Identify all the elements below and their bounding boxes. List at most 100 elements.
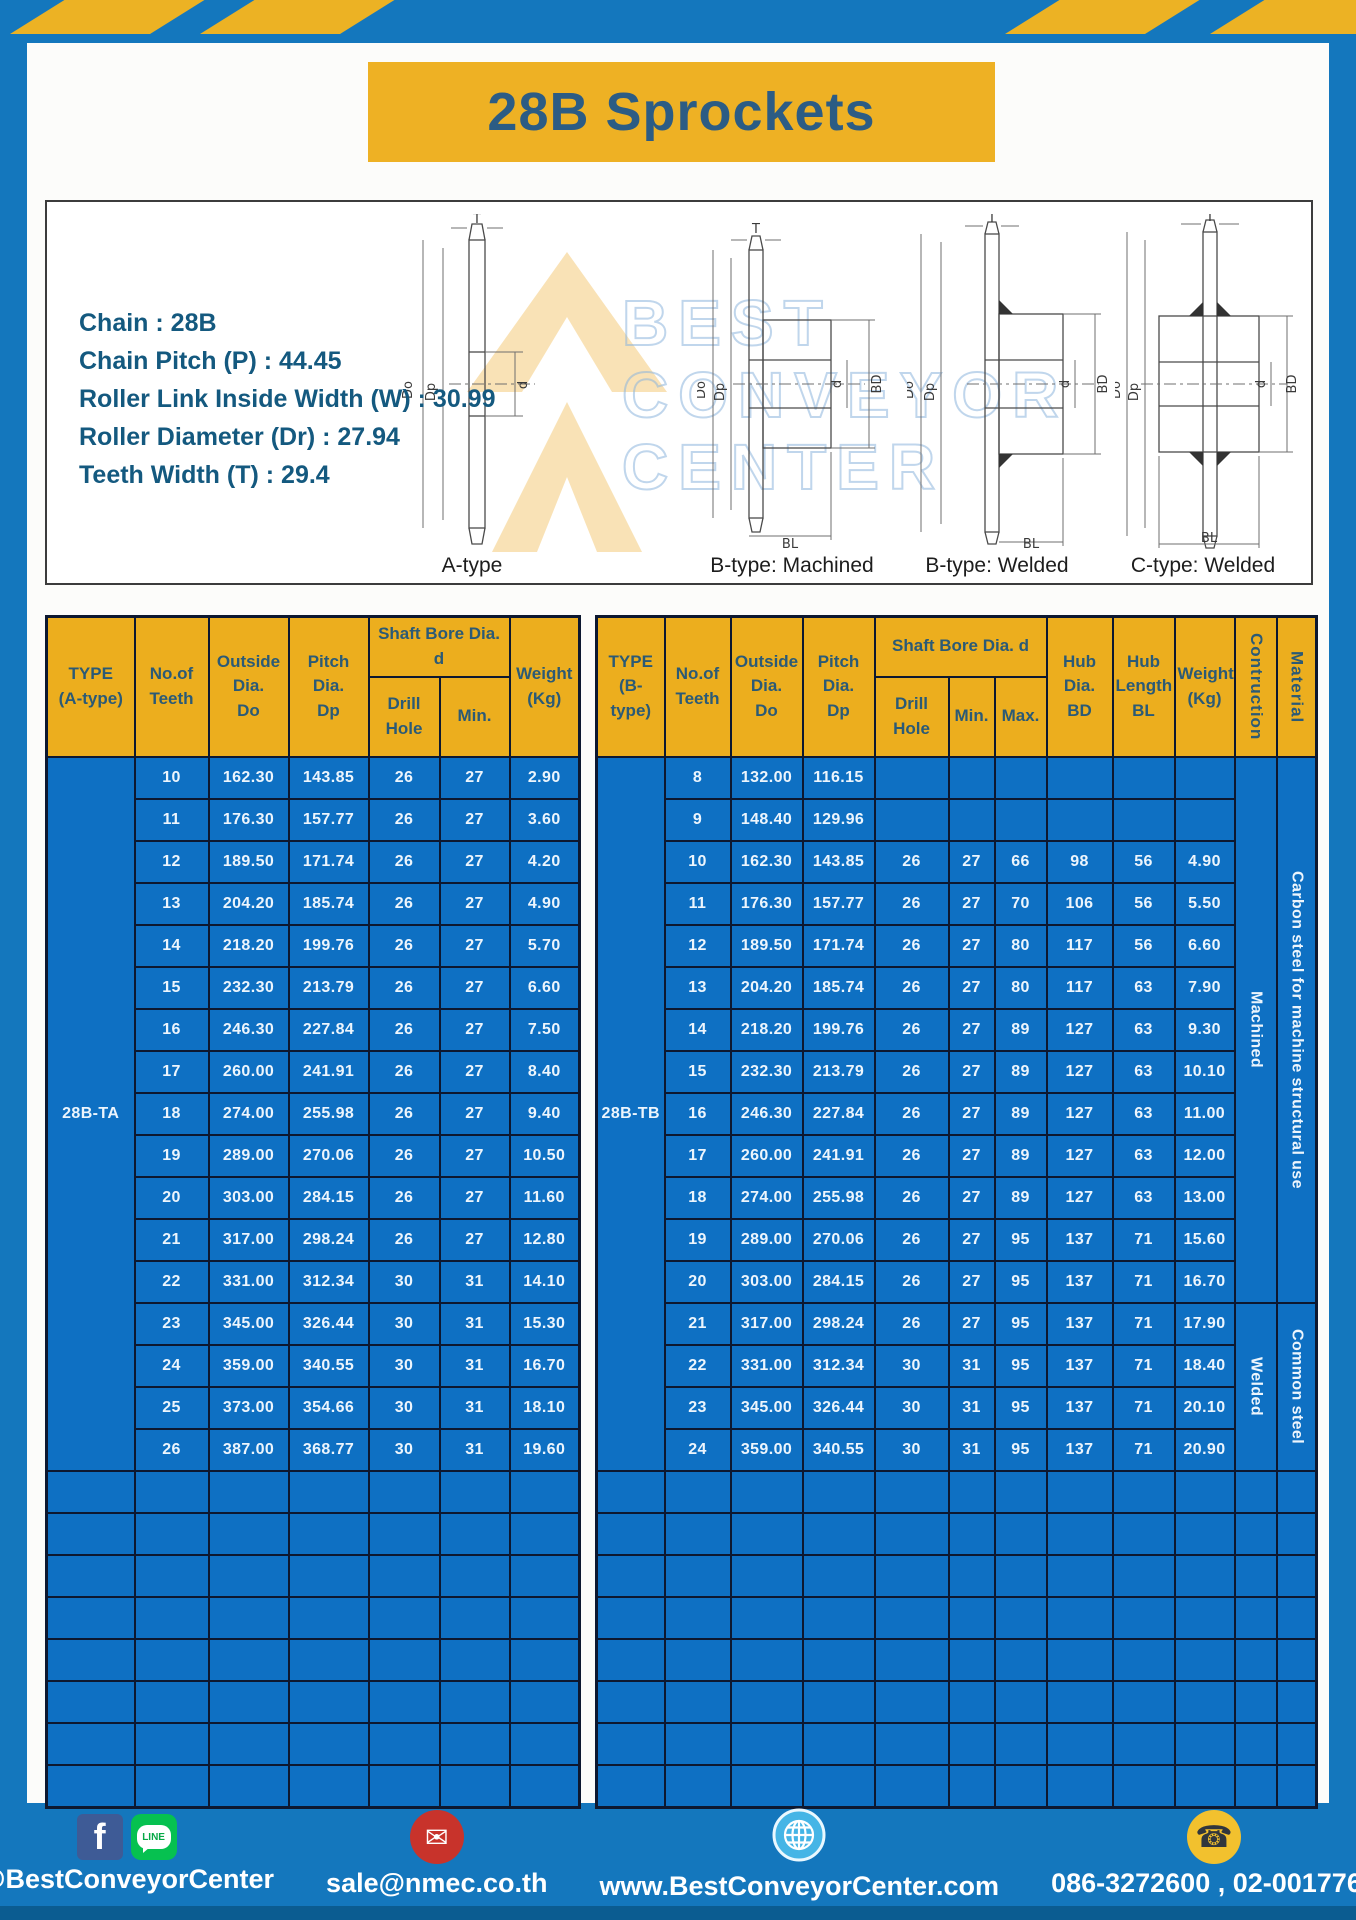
table-cell: 24 — [663, 1427, 732, 1472]
table-cell: 95 — [993, 1427, 1048, 1472]
empty-cell — [993, 1553, 1048, 1598]
empty-cell — [801, 1637, 876, 1682]
empty-table-row — [45, 1469, 581, 1514]
table-cell: 30 — [367, 1427, 441, 1472]
table-cell: 171.74 — [287, 839, 370, 884]
empty-cell — [133, 1469, 210, 1514]
table-cell: 10 — [663, 839, 732, 884]
table-cell: 176.30 — [729, 881, 804, 926]
col-header-hub-length: Hub Length BL — [1111, 615, 1176, 758]
table-cell: 3.60 — [508, 797, 581, 842]
table-cell: 27 — [947, 923, 996, 968]
table-cell: 22 — [133, 1259, 210, 1304]
empty-cell — [873, 1511, 950, 1556]
line-bubble: LINE — [136, 1825, 171, 1849]
table-cell: 27 — [947, 839, 996, 884]
table-cell: 27 — [438, 839, 511, 884]
table-row: 12 189.50 171.74 26 27 4.20 — [47, 839, 581, 884]
empty-cell — [1173, 1721, 1236, 1766]
diagram-panel: BEST CONVEYOR CENTER Chain : 28B Chain P… — [45, 200, 1313, 585]
table-row: 10 162.30 143.85 26 27 66 98 56 4.90 — [597, 839, 1317, 884]
table-cell: 30 — [367, 1301, 441, 1346]
col-header-hub-dia: Hub Dia. BD — [1045, 615, 1114, 758]
table-cell: 16.70 — [508, 1343, 581, 1388]
empty-cell — [1233, 1469, 1278, 1514]
table-cell: 157.77 — [287, 797, 370, 842]
empty-table-row — [595, 1721, 1318, 1766]
decorative-stripe — [10, 0, 205, 34]
table-cell: 246.30 — [207, 1007, 290, 1052]
table-cell: 26 — [873, 923, 950, 968]
empty-cell — [133, 1637, 210, 1682]
table-cell: 26 — [873, 1175, 950, 1220]
empty-cell — [1233, 1763, 1278, 1808]
empty-cell — [801, 1679, 876, 1724]
table-cell: 66 — [993, 839, 1048, 884]
table-cell: 10.50 — [508, 1133, 581, 1178]
empty-cell — [1111, 1511, 1176, 1556]
table-cell: 11 — [663, 881, 732, 926]
table-row: 26 387.00 368.77 30 31 19.60 — [47, 1427, 581, 1472]
empty-cell — [947, 1637, 996, 1682]
table-cell: 232.30 — [207, 965, 290, 1010]
empty-cell — [287, 1721, 370, 1766]
watermark-text: BEST CONVEYOR CENTER — [621, 286, 1068, 504]
table-cell: 199.76 — [801, 1007, 876, 1052]
empty-cell — [801, 1511, 876, 1556]
empty-cell — [1275, 1469, 1318, 1514]
dim-bd-label: BD — [870, 375, 885, 394]
empty-table-row — [595, 1763, 1318, 1808]
table-row: 23 345.00 326.44 30 31 15.30 — [47, 1301, 581, 1346]
table-cell: 11 — [133, 797, 210, 842]
empty-cell — [207, 1553, 290, 1598]
table-cell: 26 — [873, 1259, 950, 1304]
empty-cell — [1111, 1469, 1176, 1514]
dim-dp-label: Dp — [1127, 383, 1142, 401]
table-cell: 30 — [873, 1385, 950, 1430]
empty-cell — [508, 1679, 581, 1724]
table-cell: 4.20 — [508, 839, 581, 884]
table-cell: 31 — [438, 1385, 511, 1430]
empty-cell — [508, 1469, 581, 1514]
table-cell: 10 — [133, 755, 210, 800]
empty-cell — [133, 1553, 210, 1598]
dim-dp-label: Dp — [923, 383, 938, 401]
table-row: 11 176.30 157.77 26 27 70 106 56 5.50 — [597, 881, 1317, 926]
table-row: 15 232.30 213.79 26 27 89 127 63 10.10 — [597, 1049, 1317, 1094]
table-cell: 340.55 — [801, 1427, 876, 1472]
table-row: 23 345.00 326.44 30 31 95 137 71 20.10 — [597, 1385, 1317, 1430]
table-cell: 27 — [438, 1133, 511, 1178]
table-cell: 137 — [1045, 1385, 1114, 1430]
caption-b-type-machined: B-type: Machined — [710, 554, 874, 577]
table-row: 28B-TB 8 132.00 116.15 Machined Carbon steel … — [595, 755, 1318, 1472]
table-cell: 26 — [367, 839, 441, 884]
table-cell: 14 — [663, 1007, 732, 1052]
table-cell: 20 — [663, 1259, 732, 1304]
empty-cell — [947, 1511, 996, 1556]
empty-cell — [1045, 1511, 1114, 1556]
empty-cell — [873, 1469, 950, 1514]
empty-cell — [663, 1553, 732, 1598]
table-cell: 18.10 — [508, 1385, 581, 1430]
table-row: 16 246.30 227.84 26 27 89 127 63 11.00 — [597, 1091, 1317, 1136]
table-cell: 26 — [133, 1427, 210, 1472]
table-cell: 27 — [947, 1007, 996, 1052]
table-row: 17 260.00 241.91 26 27 8.40 — [47, 1049, 581, 1094]
empty-cell — [438, 1763, 511, 1808]
empty-cell — [1111, 1679, 1176, 1724]
empty-table-row — [45, 1595, 581, 1640]
table-cell: 331.00 — [729, 1343, 804, 1388]
table-cell: 80 — [993, 965, 1048, 1010]
table-cell: 137 — [1045, 1427, 1114, 1472]
empty-cell — [801, 1553, 876, 1598]
table-cell: 129.96 — [801, 797, 876, 842]
table-cell: 218.20 — [207, 923, 290, 968]
table-cell: 23 — [663, 1385, 732, 1430]
table-cell: 22 — [663, 1343, 732, 1388]
table-cell: 127 — [1045, 1133, 1114, 1178]
empty-cell — [993, 1637, 1048, 1682]
table-row: 9 148.40 129.96 — [597, 797, 1317, 842]
empty-table-row — [595, 1637, 1318, 1682]
empty-cell — [45, 1637, 136, 1682]
table-cell: 89 — [993, 1133, 1048, 1178]
